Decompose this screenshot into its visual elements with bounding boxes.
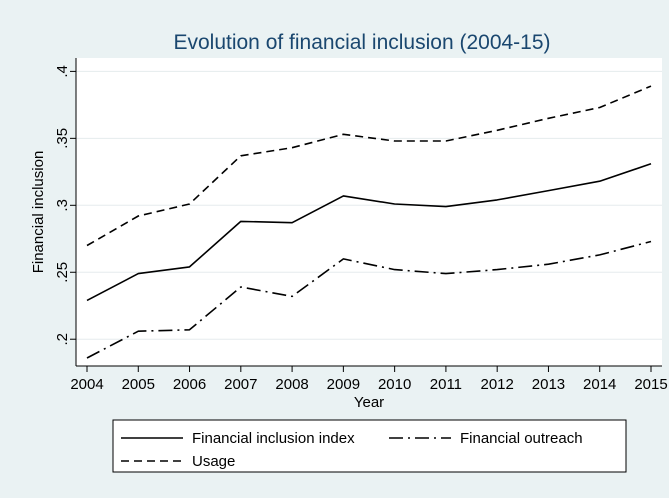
legend-label: Usage [192, 453, 235, 470]
x-tick-label: 2007 [224, 376, 257, 393]
y-axis-label: Financial inclusion [30, 151, 47, 274]
series-line [86, 163, 652, 302]
y-tick-label: .35 [54, 128, 71, 149]
legend: Financial inclusion index Financial outre… [112, 419, 627, 473]
series-line [86, 240, 652, 359]
series-lines [86, 85, 652, 359]
axes: .2 .25 .3 .35 .4 2004 2005 2006 2007 2008 2009 2010… [54, 58, 668, 393]
x-tick-label: 2015 [634, 376, 667, 393]
legend-label: Financial outreach [460, 430, 583, 447]
y-tick-label: .2 [54, 333, 71, 346]
y-tick-label: .25 [54, 262, 71, 283]
legend-box [112, 419, 627, 473]
chart-title: Evolution of financial inclusion (2004-1… [173, 31, 550, 54]
x-tick-label: 2008 [275, 376, 308, 393]
x-tick-label: 2010 [378, 376, 411, 393]
y-tick-label: .3 [54, 199, 71, 212]
x-tick-label: 2006 [173, 376, 206, 393]
x-tick-label: 2009 [327, 376, 360, 393]
x-tick-label: 2013 [532, 376, 565, 393]
plot-area [76, 58, 662, 366]
x-tick-label: 2005 [122, 376, 155, 393]
series-line [86, 85, 652, 247]
x-tick-label: 2011 [430, 376, 462, 393]
y-tick-label: .4 [54, 65, 71, 78]
legend-label: Financial inclusion index [192, 430, 355, 447]
x-tick-label: 2014 [583, 376, 616, 393]
x-tick-label: 2012 [480, 376, 513, 393]
x-axis-label: Year [354, 394, 384, 411]
x-tick-label: 2004 [70, 376, 103, 393]
